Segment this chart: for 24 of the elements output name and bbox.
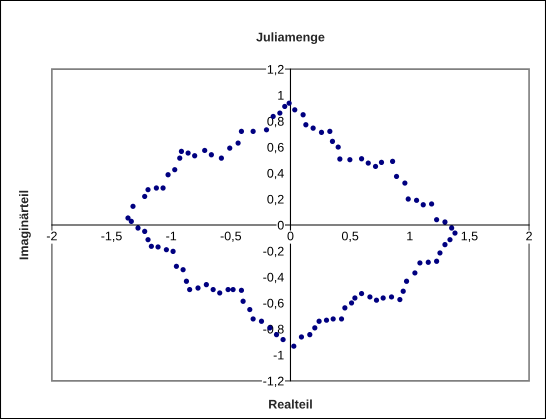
y-tick-label: -1 bbox=[274, 350, 284, 360]
x-tick-label: 1,5 bbox=[462, 232, 478, 242]
y-tick-label: -0,4 bbox=[263, 272, 284, 284]
y-tick-label: 1 bbox=[278, 91, 284, 100]
y-tick-label: 0,2 bbox=[267, 194, 284, 206]
x-tick-label: 1 bbox=[407, 232, 413, 240]
y-tick-label: -1,2 bbox=[263, 376, 284, 387]
x-tick-label: -1 bbox=[166, 232, 176, 240]
y-tick-label: -0,6 bbox=[263, 298, 284, 310]
x-tick-label: -2 bbox=[46, 232, 57, 240]
y-tick-label: 0 bbox=[278, 220, 284, 230]
x-axis-title: Realteil bbox=[269, 399, 312, 409]
y-tick-label: -0,2 bbox=[263, 246, 284, 258]
x-tick-label: 0 bbox=[287, 232, 294, 240]
x-tick-label: 2 bbox=[526, 232, 532, 240]
y-tick-label: 0,8 bbox=[267, 116, 284, 128]
x-tick-label: 0,5 bbox=[342, 232, 358, 242]
x-tick-label: -0,5 bbox=[220, 232, 242, 242]
y-tick-label: 1,2 bbox=[268, 64, 284, 76]
x-tick-label: -1,5 bbox=[101, 232, 122, 242]
y-axis-title: Imaginärteil bbox=[19, 190, 31, 260]
y-tick-label: 0,6 bbox=[267, 142, 284, 154]
y-tick-label: 0,4 bbox=[267, 168, 284, 180]
chart-title: Juliamenge bbox=[256, 32, 324, 44]
